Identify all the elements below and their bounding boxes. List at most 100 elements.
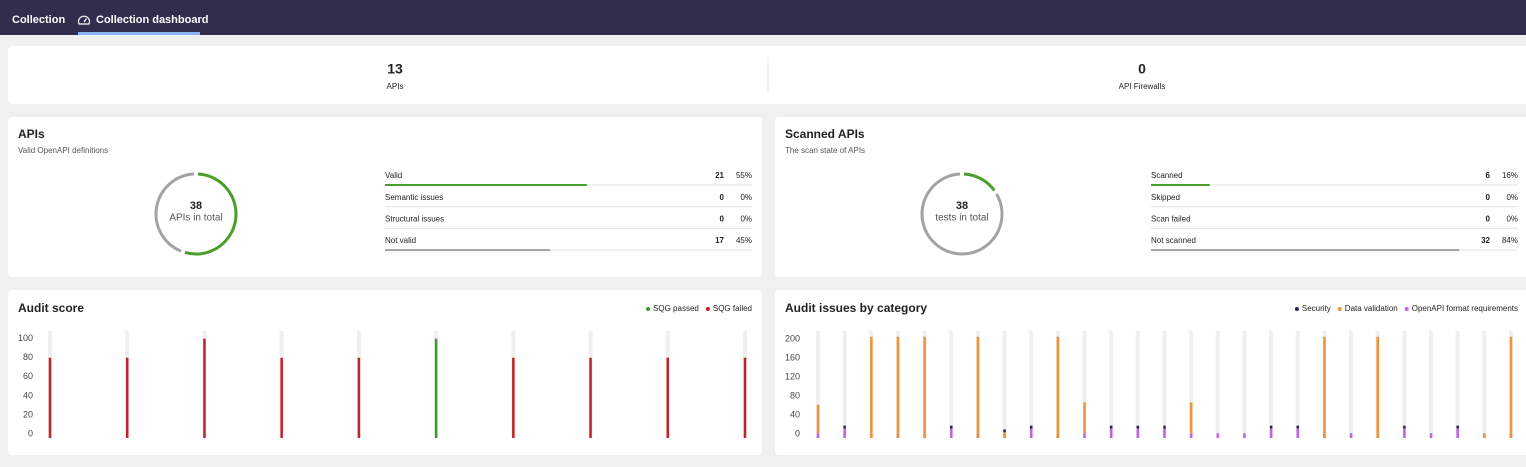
bar [976, 336, 980, 438]
card [8, 290, 762, 455]
donut-total: 38 [956, 200, 968, 212]
row-count: 0 [720, 215, 725, 224]
bar-track [1295, 331, 1300, 438]
bar [1349, 433, 1353, 438]
bar-track [1109, 331, 1114, 438]
bar [816, 433, 820, 438]
y-tick-label: 160 [785, 352, 800, 362]
bar-track [949, 331, 954, 438]
bar [1136, 428, 1140, 438]
dashboard-icon [77, 15, 91, 25]
y-tick-label: 80 [790, 391, 800, 401]
bar [666, 357, 670, 438]
active-tab-indicator [78, 32, 200, 35]
donut-segment [154, 172, 195, 253]
bar [1003, 429, 1006, 433]
bar [896, 336, 900, 438]
bar [1189, 402, 1193, 434]
bar [870, 336, 873, 438]
bar [1483, 433, 1486, 438]
legend-marker [646, 307, 651, 311]
bar [1456, 428, 1459, 438]
card-subtitle: The scan state of APIs [785, 146, 865, 155]
bar [1083, 433, 1086, 438]
legend-label: Security [1302, 304, 1331, 313]
donut-segment [920, 172, 1004, 256]
bar [1456, 425, 1459, 429]
row-label: Scan failed [1151, 215, 1191, 224]
row-label: Scanned [1151, 171, 1183, 180]
y-tick-label: 60 [23, 371, 33, 381]
row-percent: 84% [1502, 236, 1518, 245]
legend-label: OpenAPI format requirements [1412, 304, 1518, 313]
card-subtitle: Valid OpenAPI definitions [18, 146, 108, 155]
bar [1323, 336, 1326, 438]
row-count: 21 [715, 171, 724, 180]
summary-label: APIs [387, 82, 404, 91]
legend-marker [1404, 307, 1409, 311]
row-percent: 0% [740, 193, 752, 202]
y-tick-label: 120 [785, 372, 800, 382]
card-title: APIs [18, 127, 45, 141]
bar-track [1402, 331, 1407, 438]
bar-track [1135, 331, 1140, 438]
bar [125, 357, 129, 438]
bar [280, 357, 283, 438]
bar [1029, 425, 1033, 429]
summary-value: 0 [1138, 61, 1146, 77]
bar [1029, 428, 1033, 438]
card [775, 290, 1526, 455]
bar [1376, 336, 1379, 438]
bar-track [1482, 331, 1487, 438]
bar [434, 338, 438, 438]
bar [1109, 428, 1113, 438]
y-tick-label: 20 [23, 409, 33, 419]
legend-marker [1294, 307, 1299, 311]
bar [1163, 428, 1166, 438]
card [8, 117, 762, 277]
row-label: Not valid [385, 236, 416, 245]
chart-title: Audit issues by category [785, 301, 927, 315]
bar [1269, 425, 1273, 429]
bar [1403, 425, 1406, 429]
bar [1403, 428, 1406, 438]
row-label: Skipped [1151, 193, 1180, 202]
nav-tab[interactable]: Collection [12, 14, 65, 26]
row-percent: 55% [736, 171, 752, 180]
row-percent: 16% [1502, 171, 1518, 180]
row-count: 32 [1481, 236, 1490, 245]
bar [512, 357, 515, 438]
row-label: Valid [385, 171, 402, 180]
donut-segment [963, 172, 996, 192]
nav-tab-active[interactable]: Collection dashboard [96, 14, 208, 26]
bar [816, 404, 820, 434]
bar [1109, 425, 1113, 429]
bar-track [1269, 331, 1274, 438]
bar [589, 357, 592, 438]
donut-label: APIs in total [169, 213, 222, 224]
legend-label: SQG failed [713, 304, 752, 313]
bar [743, 357, 747, 438]
nav-bar [0, 0, 1526, 35]
bar-track [1002, 331, 1007, 438]
row-count: 0 [1486, 193, 1491, 202]
bar [1136, 425, 1140, 429]
row-count: 6 [1486, 171, 1491, 180]
row-count: 17 [715, 236, 724, 245]
bar [1429, 433, 1433, 438]
donut-total: 38 [190, 200, 202, 212]
bar [1083, 402, 1086, 434]
legend-label: SQG passed [653, 304, 699, 313]
row-bar [385, 184, 587, 186]
y-tick-label: 40 [790, 410, 800, 420]
y-tick-label: 0 [28, 429, 33, 439]
card-title: Scanned APIs [785, 127, 865, 141]
y-tick-label: 40 [23, 390, 33, 400]
y-tick-label: 100 [18, 333, 33, 343]
bar-track [1242, 331, 1247, 438]
bar [1003, 432, 1006, 438]
bar-track [1455, 331, 1460, 438]
row-bar [1151, 184, 1210, 186]
bar [357, 357, 361, 438]
